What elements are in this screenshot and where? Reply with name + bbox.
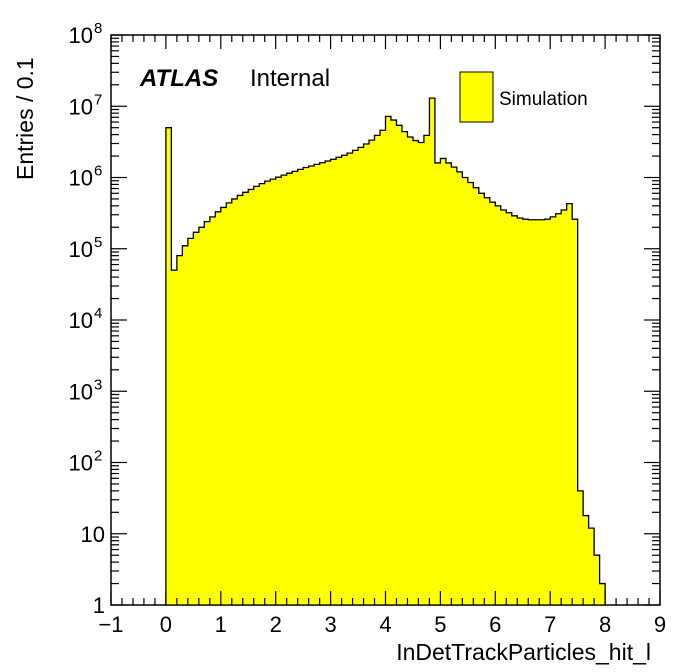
x-tick-label: 0 [160, 612, 172, 637]
x-tick-label: −1 [98, 612, 123, 637]
x-tick-label: 6 [489, 612, 501, 637]
y-tick-label: 10 8 [69, 20, 103, 48]
x-axis-ticks [110, 35, 661, 605]
x-tick-label: 5 [434, 612, 446, 637]
y-tick-label: 10 7 [69, 91, 103, 119]
x-tick-label: 4 [379, 612, 391, 637]
x-tick-label: 7 [544, 612, 556, 637]
atlas-internal-label: Internal [250, 65, 330, 92]
x-tick-label: 2 [270, 612, 282, 637]
x-tick-label: 3 [324, 612, 336, 637]
y-tick-label-base: 10 [69, 237, 93, 262]
y-tick-label-base: 1 [93, 593, 105, 618]
y-tick-label: 10 3 [69, 376, 103, 404]
y-tick-label: 10 2 [69, 448, 103, 476]
y-tick-label-exponent: 6 [94, 163, 102, 180]
y-tick-label: 10 6 [69, 163, 103, 191]
histogram-series [165, 97, 606, 606]
y-axis-title: Entries / 0.1 [12, 57, 38, 180]
x-tick-label: 1 [215, 612, 227, 637]
y-tick-label-exponent: 7 [94, 91, 102, 108]
y-tick-label-exponent: 2 [94, 448, 102, 465]
x-tick-label: 9 [654, 612, 666, 637]
y-tick-label-base: 10 [81, 522, 105, 547]
y-tick-label-base: 10 [69, 94, 93, 119]
y-tick-label-base: 10 [69, 166, 93, 191]
y-tick-label-base: 10 [69, 379, 93, 404]
y-tick-label: 10 5 [69, 234, 103, 262]
y-tick-label: 1 [93, 593, 105, 618]
y-tick-label-base: 10 [69, 451, 93, 476]
y-tick-label-base: 10 [69, 23, 93, 48]
legend-label-simulation: Simulation [499, 89, 588, 110]
x-axis-tick-labels: −1 0 1 2 3 4 5 6 7 8 9 [98, 612, 666, 637]
y-tick-label-base: 10 [69, 308, 93, 333]
y-axis-ticks [111, 34, 660, 606]
atlas-label: ATLAS [139, 65, 218, 92]
x-tick-label: 8 [599, 612, 611, 637]
y-tick-label: 10 [81, 522, 105, 547]
y-tick-label-exponent: 5 [94, 234, 102, 251]
x-axis-title: InDetTrackParticles_hit_l [396, 639, 651, 665]
y-tick-label: 10 4 [69, 305, 103, 333]
y-tick-label-exponent: 8 [94, 20, 102, 37]
y-tick-label-exponent: 3 [94, 376, 102, 393]
y-tick-label-exponent: 4 [94, 305, 102, 322]
legend-swatch-simulation [459, 71, 494, 123]
